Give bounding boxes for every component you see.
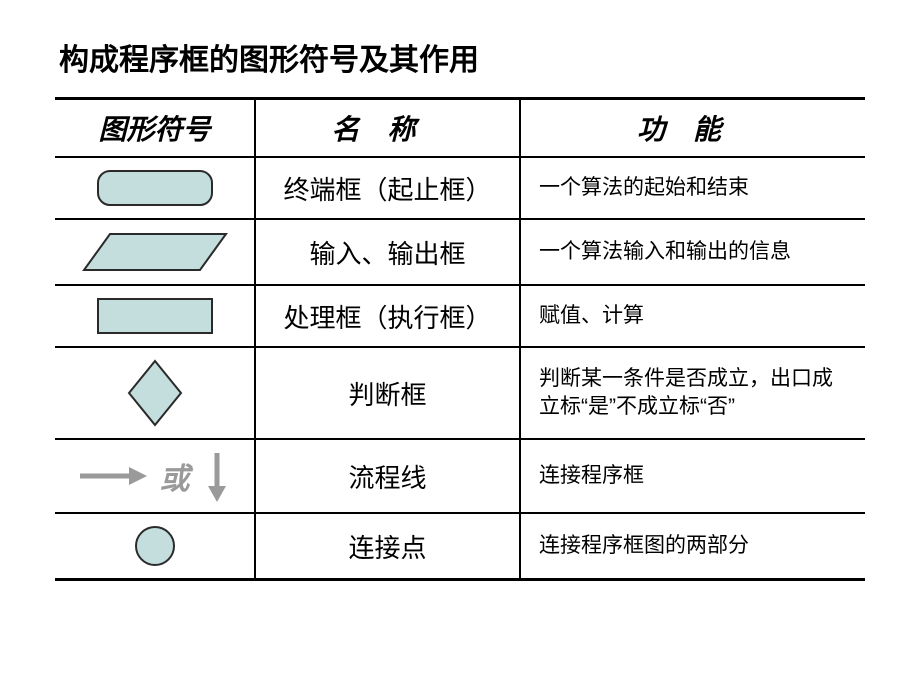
page-title: 构成程序框的图形符号及其作用 [55, 35, 865, 79]
or-label: 或 [160, 454, 190, 498]
func-cell: 一个算法的起始和结束 [520, 157, 865, 219]
symbol-process [55, 285, 255, 347]
func-cell: 判断某一条件是否成立，出口成立标“是”不成立标“否” [520, 347, 865, 439]
table-row: 终端框（起止框） 一个算法的起始和结束 [55, 157, 865, 219]
name-cell: 流程线 [255, 439, 520, 513]
header-name: 名称 [255, 99, 520, 158]
table-row: 连接点 连接程序框图的两部分 [55, 513, 865, 580]
symbol-terminal [55, 157, 255, 219]
table-row: 判断框 判断某一条件是否成立，出口成立标“是”不成立标“否” [55, 347, 865, 439]
rectangle-icon [95, 296, 215, 336]
table-row: 处理框（执行框） 赋值、计算 [55, 285, 865, 347]
header-row: 图形符号 名称 功能 [55, 99, 865, 158]
parallelogram-icon [80, 230, 230, 274]
header-func: 功能 [520, 99, 865, 158]
name-cell: 输入、输出框 [255, 219, 520, 285]
func-cell: 连接程序框图的两部分 [520, 513, 865, 580]
name-cell: 处理框（执行框） [255, 285, 520, 347]
func-cell: 一个算法输入和输出的信息 [520, 219, 865, 285]
func-cell: 连接程序框 [520, 439, 865, 513]
rounded-rect-icon [95, 168, 215, 208]
symbol-flowline: 或 [55, 439, 255, 513]
header-symbol: 图形符号 [55, 99, 255, 158]
symbol-connector [55, 513, 255, 580]
table-row: 输入、输出框 一个算法输入和输出的信息 [55, 219, 865, 285]
func-cell: 赋值、计算 [520, 285, 865, 347]
table-row: 或 流程线 连接程序框 [55, 439, 865, 513]
diamond-icon [125, 358, 185, 428]
name-cell: 判断框 [255, 347, 520, 439]
arrow-right-icon [77, 461, 147, 491]
symbol-decision [55, 347, 255, 439]
name-cell: 连接点 [255, 513, 520, 580]
symbol-io [55, 219, 255, 285]
circle-icon [133, 524, 177, 568]
name-cell: 终端框（起止框） [255, 157, 520, 219]
arrow-down-icon [202, 450, 232, 502]
symbols-table: 图形符号 名称 功能 终端框（起止框） 一个算法的起始和结束 输入、输出框 一个… [55, 97, 865, 581]
